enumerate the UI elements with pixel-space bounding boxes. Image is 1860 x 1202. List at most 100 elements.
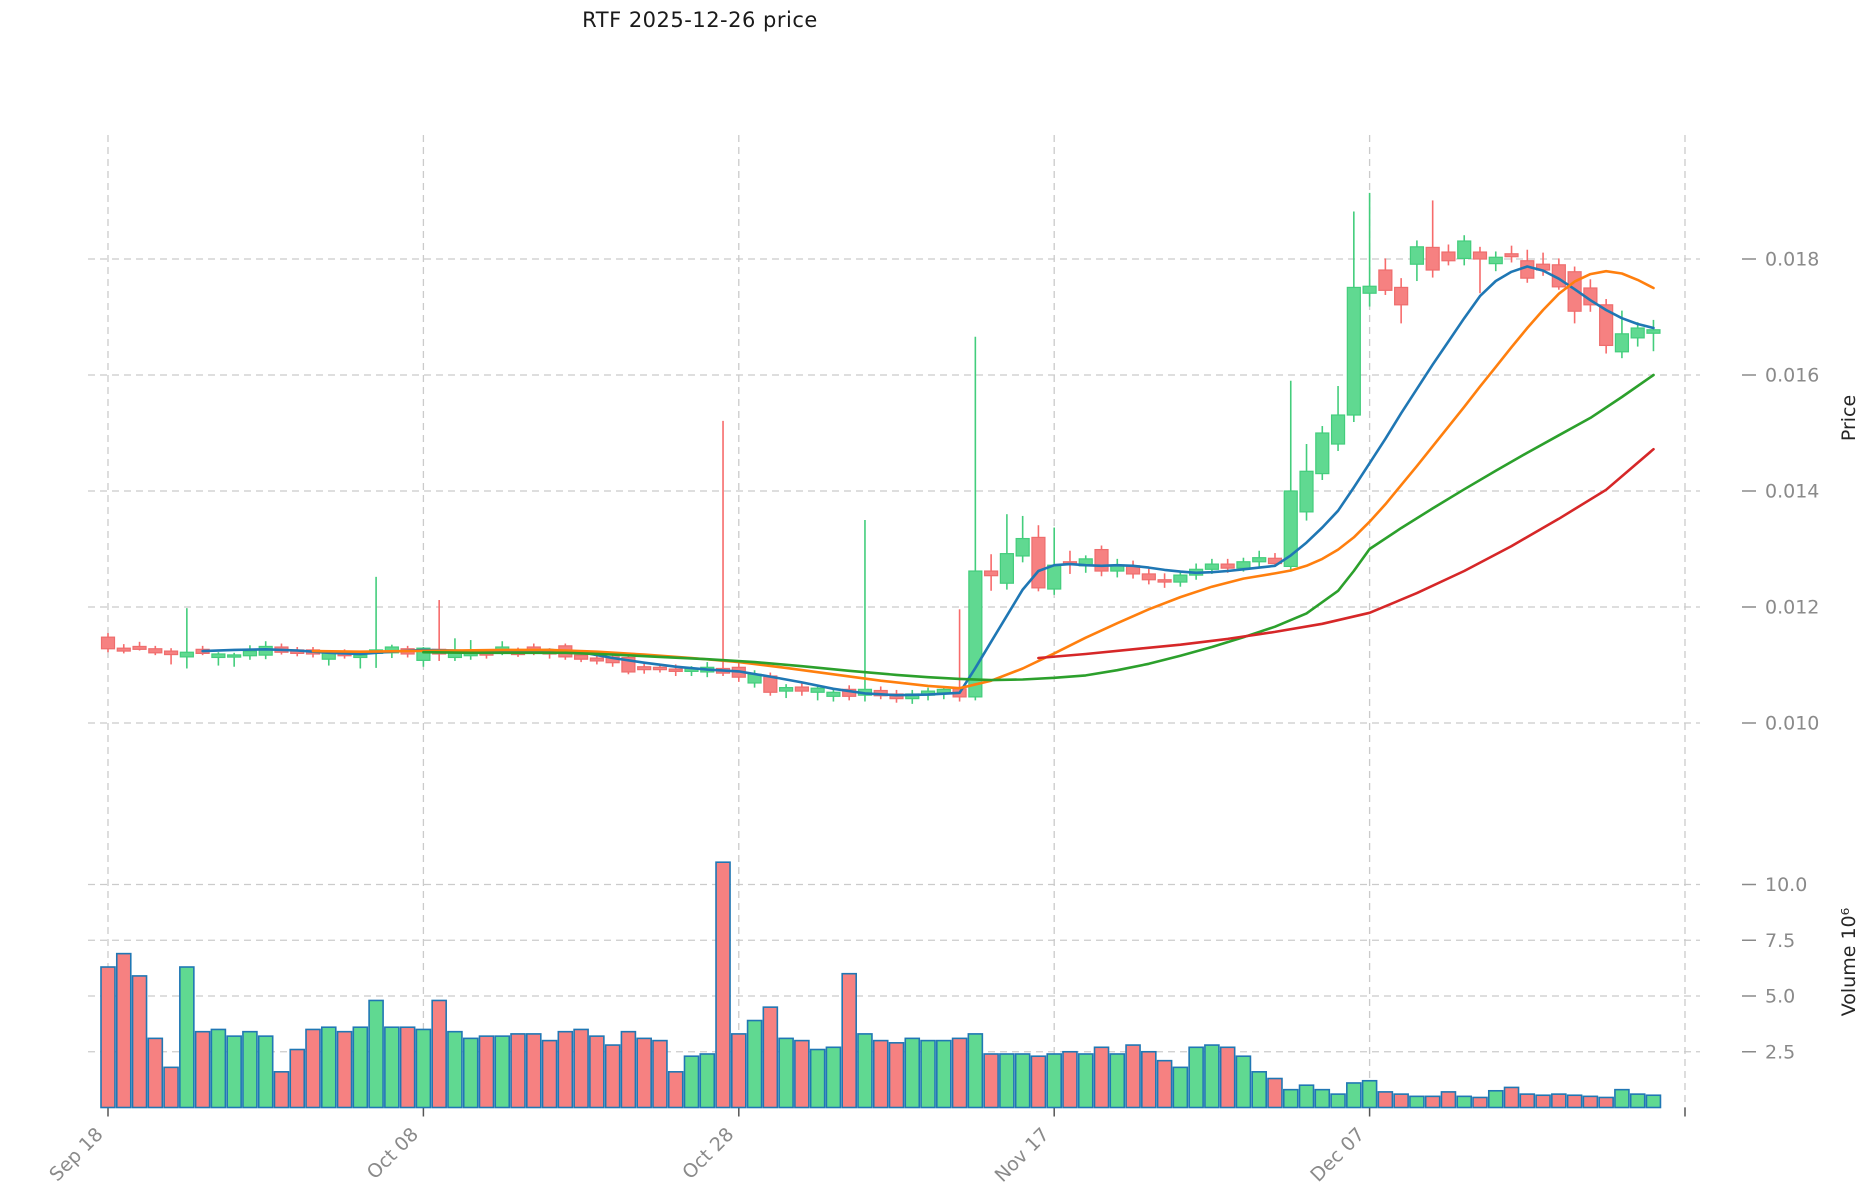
volume-bar <box>1503 1086 1520 1109</box>
volume-bar <box>1156 1059 1173 1109</box>
volume-bar <box>494 1035 511 1109</box>
candle <box>1157 579 1172 583</box>
candle <box>100 636 116 650</box>
volume-bar <box>1077 1053 1094 1109</box>
candle <box>1567 271 1582 312</box>
volume-bar <box>1109 1053 1126 1109</box>
volume-bar <box>336 1030 353 1109</box>
candle <box>1299 470 1314 513</box>
volume-bar <box>305 1028 321 1109</box>
volume-bar <box>226 1035 242 1109</box>
volume-bar <box>1393 1093 1409 1109</box>
volume-bar <box>1424 1095 1441 1109</box>
candle <box>258 645 273 656</box>
ma-line-mav-long <box>422 373 1655 682</box>
candle <box>984 570 999 577</box>
volume-bar <box>257 1035 274 1109</box>
candle <box>779 687 794 692</box>
candle <box>132 645 147 650</box>
volume-bar <box>1440 1091 1457 1109</box>
volume-bar <box>1188 1046 1204 1109</box>
candle <box>1614 333 1630 353</box>
candle <box>668 668 683 672</box>
candle <box>1394 286 1409 306</box>
candle <box>1031 536 1046 589</box>
candle <box>1236 561 1251 569</box>
ma-line-mav-longest <box>1037 447 1655 660</box>
candle <box>1015 537 1030 557</box>
volume-tick-label: 2.5 <box>1765 1041 1795 1063</box>
volume-bar <box>1614 1088 1630 1109</box>
volume-bar <box>636 1037 652 1109</box>
candle <box>826 691 841 697</box>
candle <box>1315 432 1330 475</box>
chart-title: RTF 2025-12-26 price <box>582 8 818 32</box>
volume-bar <box>447 1030 463 1109</box>
volume-bars <box>100 861 1662 1109</box>
volume-bar <box>462 1037 479 1109</box>
volume-bar <box>1629 1093 1646 1109</box>
volume-bar <box>762 1006 779 1109</box>
volume-bar <box>809 1048 826 1109</box>
volume-bar <box>904 1037 921 1109</box>
volume-bar <box>1330 1093 1346 1109</box>
price-axis-label: Price <box>1838 394 1860 442</box>
volume-bar <box>1298 1084 1315 1109</box>
volume-bar <box>399 1026 416 1109</box>
x-tick-label: Oct 08 <box>363 1123 423 1183</box>
volume-bar <box>841 972 857 1109</box>
volume-tick-label: 10.0 <box>1765 874 1807 896</box>
volume-bar <box>1551 1093 1567 1109</box>
volume-bar <box>667 1071 684 1109</box>
volume-bar <box>210 1028 227 1109</box>
volume-bar <box>589 1035 605 1109</box>
candle <box>1599 304 1614 347</box>
volume-bar <box>289 1048 306 1109</box>
volume-bar <box>888 1042 905 1109</box>
volume-bar <box>1062 1050 1078 1109</box>
price-tick-label: 0.018 <box>1765 249 1819 271</box>
candle <box>1488 256 1503 265</box>
candle-bodies <box>100 240 1661 700</box>
volume-bar <box>604 1044 621 1109</box>
volume-bar <box>1093 1046 1110 1109</box>
x-tick-label: Oct 28 <box>678 1123 738 1183</box>
ma-line-mav-short <box>201 265 1655 697</box>
volume-bar <box>163 1066 179 1109</box>
candle <box>1425 246 1440 271</box>
volume-bar <box>683 1055 700 1109</box>
price-tick-label: 0.012 <box>1765 597 1819 619</box>
volume-bar <box>999 1053 1015 1109</box>
candle <box>794 686 809 692</box>
volume-bar <box>1141 1050 1157 1109</box>
candle <box>1204 563 1220 570</box>
volume-bar <box>825 1046 842 1109</box>
x-tick-label: Nov 17 <box>991 1123 1054 1186</box>
volume-bar <box>415 1028 432 1109</box>
volume-tick-label: 5.0 <box>1765 986 1795 1008</box>
candle <box>1252 557 1267 563</box>
candle <box>1409 246 1425 265</box>
price-tick-label: 0.014 <box>1765 481 1819 503</box>
volume-bar <box>1472 1096 1488 1109</box>
candle <box>1362 285 1377 294</box>
volume-bar <box>715 861 731 1109</box>
candle <box>179 651 194 658</box>
candle <box>1330 414 1346 445</box>
volume-bar <box>384 1026 400 1109</box>
candle <box>810 687 825 693</box>
volume-bar <box>1409 1095 1425 1109</box>
volume-bar <box>147 1037 164 1109</box>
volume-bar <box>100 966 116 1109</box>
volume-bar <box>478 1035 495 1109</box>
volume-bar <box>1219 1046 1236 1109</box>
volume-bar <box>936 1039 952 1109</box>
volume-bar <box>1314 1088 1331 1109</box>
candle <box>1283 490 1298 568</box>
candle <box>968 570 983 698</box>
volume-bar <box>983 1053 999 1109</box>
candle <box>1472 251 1488 260</box>
volume-bar <box>1282 1088 1299 1109</box>
volume-bar <box>368 999 384 1109</box>
